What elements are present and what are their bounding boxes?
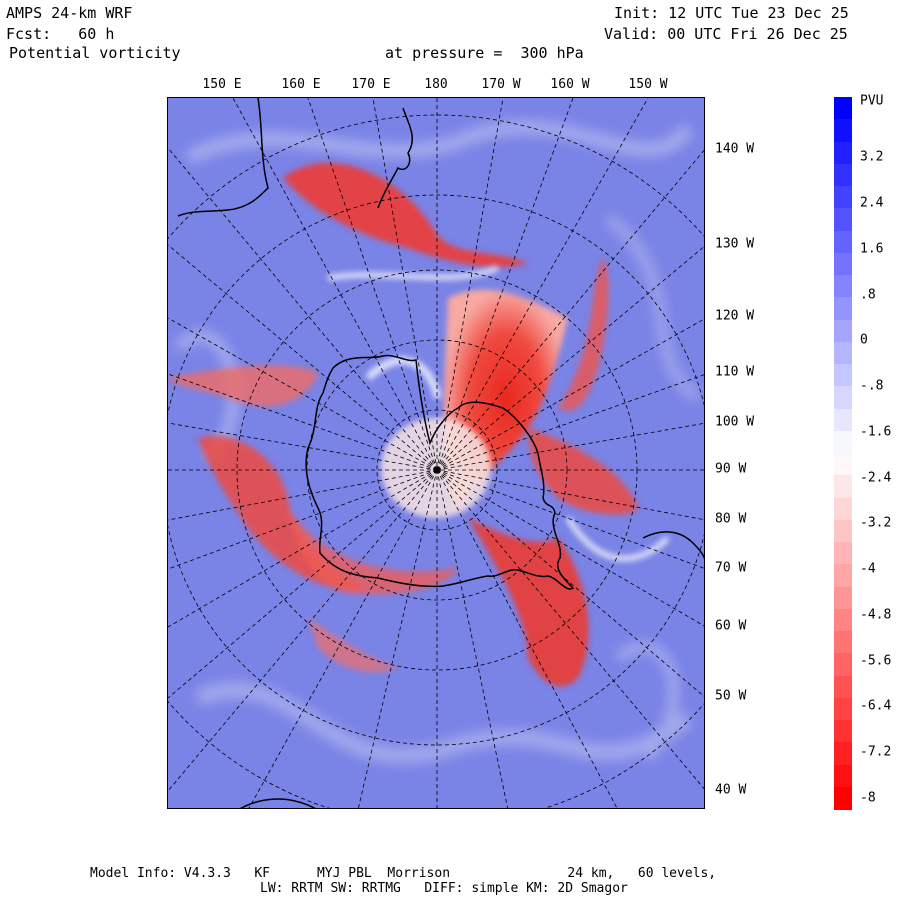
lon-label: 70 W	[715, 560, 747, 576]
pv-map-svg	[168, 98, 704, 808]
colorbar-label: 2.4	[860, 195, 884, 211]
lon-label: 90 W	[715, 461, 747, 477]
new-zealand-coast	[377, 107, 413, 209]
colorbar-label: 1.6	[860, 241, 884, 257]
colorbar-label: -6.4	[860, 698, 892, 714]
pv-colorbar	[834, 97, 852, 810]
lon-label: 170 W	[481, 77, 521, 92]
lon-label: 140 W	[715, 141, 755, 157]
lon-label: 150 W	[628, 77, 668, 92]
colorbar-swatch	[834, 453, 852, 476]
valid-time: Valid: 00 UTC Fri 26 Dec 25	[604, 25, 848, 43]
colorbar-swatch	[834, 497, 852, 521]
field-name: Potential vorticity	[9, 44, 181, 62]
colorbar-unit: PVU	[860, 93, 884, 109]
lon-label: 120 W	[715, 308, 755, 324]
colorbar-swatch	[834, 653, 852, 676]
colorbar-swatch	[834, 186, 852, 209]
model-info-line2: LW: RRTM SW: RRTMG DIFF: simple KM: 2D S…	[260, 881, 628, 896]
colorbar-label: -5.6	[860, 653, 892, 669]
colorbar-swatch	[834, 364, 852, 387]
colorbar-swatch	[834, 564, 852, 587]
lon-label: 80 W	[715, 511, 747, 527]
colorbar-label: -1.6	[860, 424, 892, 440]
australia-coast	[177, 98, 269, 217]
colorbar-swatch	[834, 786, 852, 810]
colorbar-swatch	[834, 720, 852, 743]
southern-island-coast	[240, 798, 316, 808]
colorbar-swatch	[834, 163, 852, 187]
colorbar-swatch	[834, 475, 852, 498]
lon-label: 160 E	[281, 77, 321, 92]
colorbar-label: .8	[860, 287, 876, 303]
colorbar-swatch	[834, 608, 852, 632]
pv-map[interactable]	[167, 97, 705, 809]
colorbar-label: -4.8	[860, 607, 892, 623]
colorbar-swatch	[834, 275, 852, 298]
model-title: AMPS 24-km WRF	[6, 4, 133, 22]
colorbar-label: 0	[860, 332, 868, 348]
lon-label: 160 W	[550, 77, 590, 92]
colorbar-swatch	[834, 119, 852, 142]
forecast-hour: Fcst: 60 h	[6, 25, 115, 43]
colorbar-swatch	[834, 297, 852, 320]
model-info-line1: Model Info: V4.3.3 KF MYJ PBL Morrison 2…	[90, 866, 717, 881]
colorbar-swatch	[834, 341, 852, 365]
lon-label: 100 W	[715, 414, 755, 430]
colorbar-label: -8	[860, 790, 876, 806]
colorbar-label: -3.2	[860, 515, 892, 531]
lon-label: 50 W	[715, 688, 747, 704]
lon-label: 150 E	[202, 77, 242, 92]
colorbar-swatch	[834, 386, 852, 409]
coastlines	[177, 98, 704, 808]
colorbar-swatch	[834, 675, 852, 699]
colorbar-swatch	[834, 697, 852, 721]
colorbar-label: -2.4	[860, 470, 892, 486]
colorbar-label: 3.2	[860, 149, 884, 165]
lon-label: 40 W	[715, 782, 747, 798]
colorbar-swatch	[834, 430, 852, 454]
lon-label: 110 W	[715, 364, 755, 380]
colorbar-swatch	[834, 97, 852, 120]
colorbar-swatch	[834, 764, 852, 788]
lon-label: 180	[424, 77, 448, 92]
colorbar-swatch	[834, 586, 852, 610]
lat-lon-grid	[168, 98, 704, 808]
colorbar-swatch	[834, 519, 852, 543]
colorbar-swatch	[834, 742, 852, 765]
antarctica-coast	[305, 354, 575, 590]
colorbar-swatch	[834, 252, 852, 276]
colorbar-swatch	[834, 408, 852, 432]
colorbar-swatch	[834, 542, 852, 565]
pressure-level: at pressure = 300 hPa	[385, 44, 584, 62]
colorbar-label: -4	[860, 561, 876, 577]
colorbar-label: -.8	[860, 378, 884, 394]
lon-label: 170 E	[351, 77, 391, 92]
colorbar-label: -7.2	[860, 744, 892, 760]
colorbar-swatch	[834, 208, 852, 231]
colorbar-swatch	[834, 631, 852, 654]
colorbar-swatch	[834, 230, 852, 254]
south-america-coast	[642, 531, 704, 560]
init-time: Init: 12 UTC Tue 23 Dec 25	[614, 4, 849, 22]
colorbar-swatch	[834, 141, 852, 165]
colorbar-swatch	[834, 319, 852, 343]
lon-label: 60 W	[715, 618, 747, 634]
lon-label: 130 W	[715, 236, 755, 252]
